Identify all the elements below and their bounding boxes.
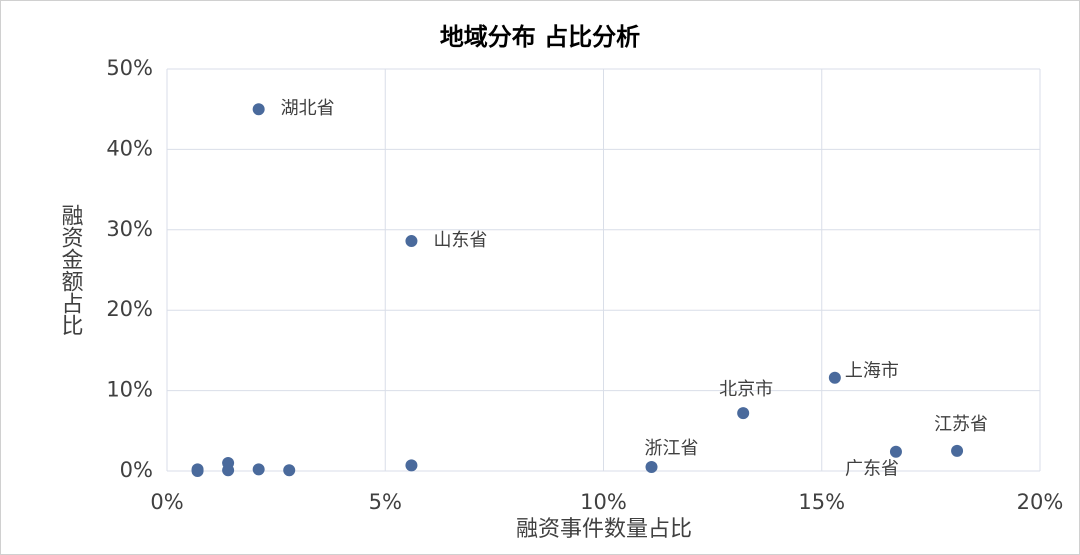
y-tick-label: 0%	[120, 458, 153, 482]
point-label: 北京市	[719, 379, 773, 400]
point	[828, 371, 841, 384]
point	[951, 444, 964, 457]
point	[191, 465, 204, 477]
y-tick-label: 40%	[106, 136, 153, 160]
point	[222, 464, 235, 477]
x-tick-label: 20%	[1017, 490, 1064, 514]
x-tick-label: 5%	[369, 490, 402, 514]
point-label: 湖北省	[281, 98, 335, 119]
point-label: 广东省	[845, 459, 899, 480]
x-tick-label: 0%	[150, 490, 183, 514]
point-label: 山东省	[433, 230, 487, 251]
y-tick-label: 50%	[106, 56, 153, 80]
y-tick-label: 20%	[106, 297, 153, 321]
x-axis-label: 融资事件数量占比	[516, 517, 692, 542]
chart-title: 地域分布 占比分析	[440, 23, 640, 51]
y-tick-label: 10%	[106, 378, 153, 402]
point	[283, 464, 296, 477]
point	[252, 103, 265, 116]
point-label: 江苏省	[934, 414, 988, 435]
y-axis-label: 融资金额占比	[58, 204, 84, 336]
point	[645, 460, 658, 473]
y-tick-label: 30%	[106, 217, 153, 241]
point	[737, 407, 750, 420]
x-tick-label: 15%	[798, 490, 845, 514]
point-label: 浙江省	[645, 438, 699, 459]
point	[405, 459, 418, 472]
point	[889, 445, 902, 458]
point-label: 上海市	[845, 361, 899, 382]
point	[405, 235, 418, 248]
x-tick-label: 10%	[580, 490, 627, 514]
point	[252, 463, 265, 476]
